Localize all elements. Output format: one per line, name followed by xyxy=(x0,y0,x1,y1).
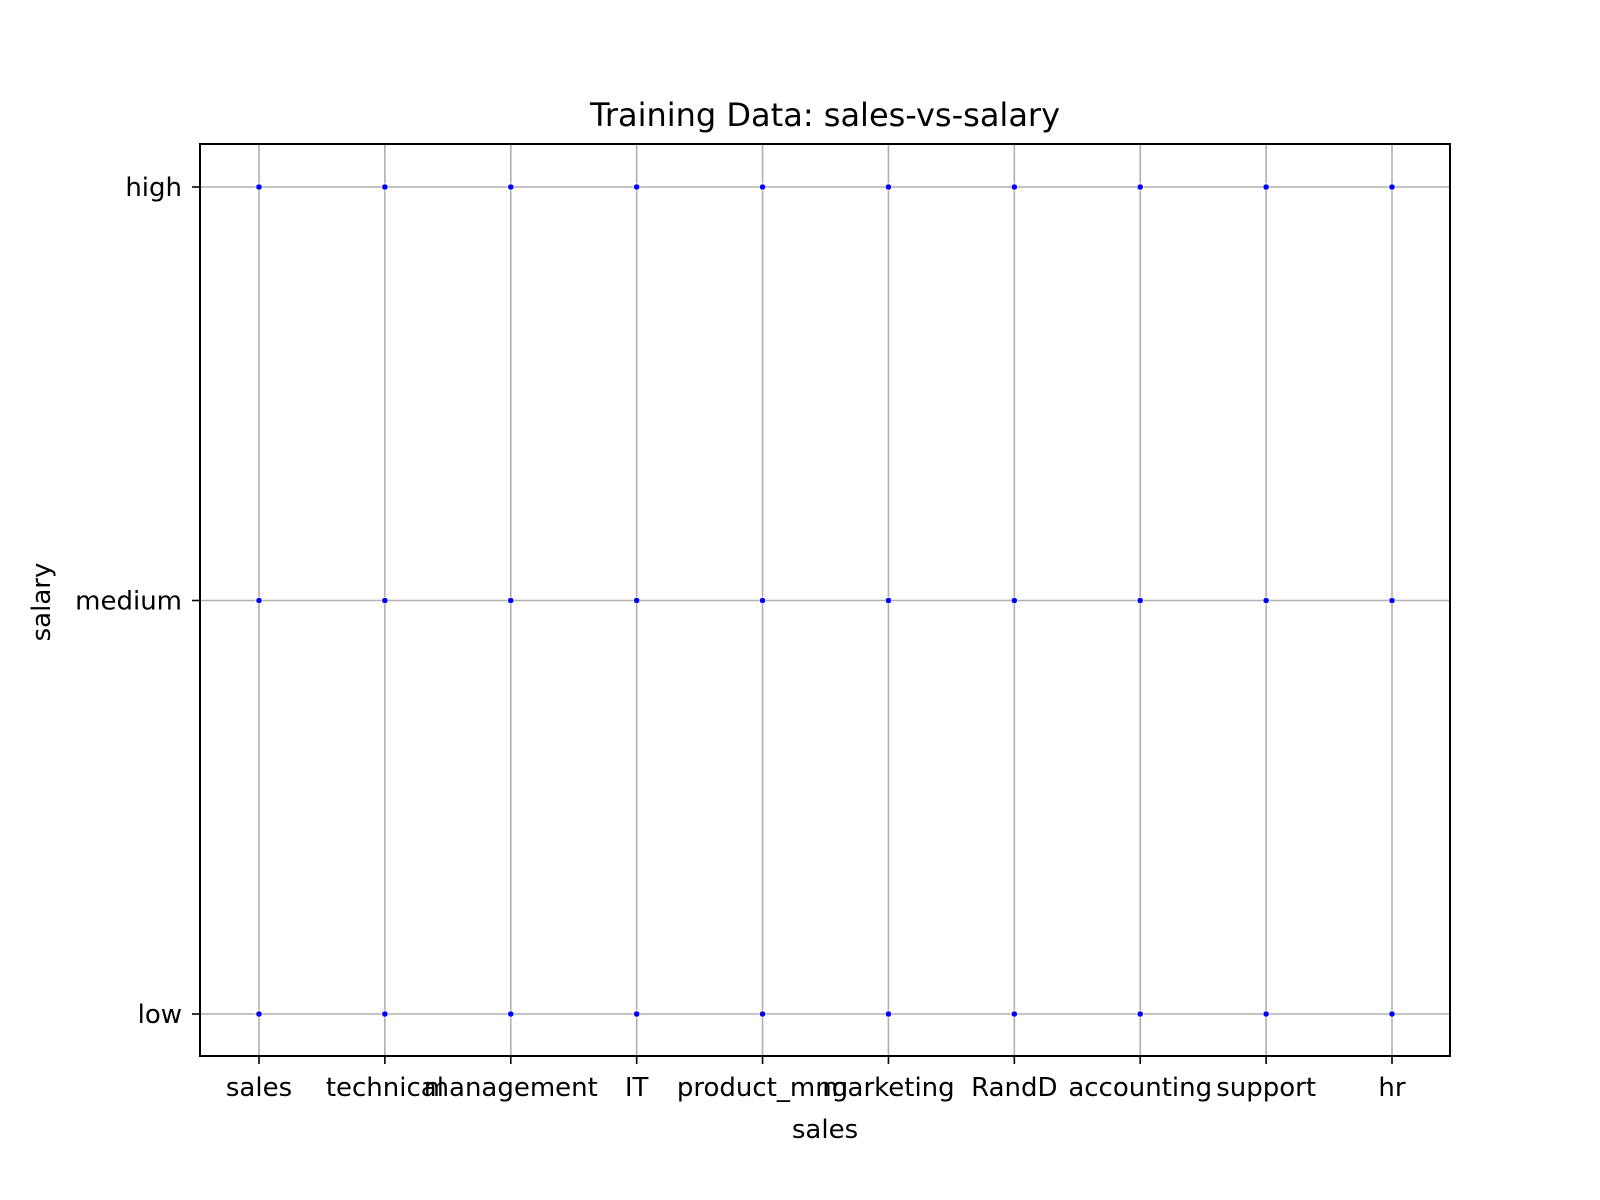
data-point xyxy=(1388,1010,1396,1018)
data-point xyxy=(1136,1010,1144,1018)
data-point xyxy=(507,183,515,191)
data-point xyxy=(507,596,515,605)
x-tick-label: sales xyxy=(226,1073,292,1103)
data-point xyxy=(758,596,767,605)
data-point xyxy=(1388,596,1396,605)
x-tick-label: marketing xyxy=(822,1073,954,1103)
data-point xyxy=(381,1010,389,1018)
data-point xyxy=(884,183,893,191)
data-point xyxy=(758,183,767,191)
data-point xyxy=(633,183,641,191)
data-point xyxy=(1136,183,1144,191)
data-point xyxy=(884,596,893,605)
data-point xyxy=(381,183,389,191)
x-tick-label: technical xyxy=(326,1073,444,1103)
data-point xyxy=(255,1010,263,1018)
data-point xyxy=(1010,183,1018,191)
x-tick-label: hr xyxy=(1378,1073,1405,1103)
data-point xyxy=(255,596,263,605)
data-point xyxy=(507,1010,515,1018)
y-tick-label: medium xyxy=(75,587,182,617)
data-point xyxy=(1262,183,1270,191)
data-point xyxy=(633,596,641,605)
x-tick-label: product_mng xyxy=(677,1073,848,1103)
data-point xyxy=(633,1010,641,1018)
x-tick-label: support xyxy=(1216,1073,1316,1103)
x-tick-label: management xyxy=(424,1073,598,1103)
data-point xyxy=(1262,596,1270,605)
data-point xyxy=(1388,183,1396,191)
x-tick-label: RandD xyxy=(971,1073,1057,1103)
y-tick-label: low xyxy=(138,1000,182,1030)
data-point xyxy=(758,1010,767,1018)
data-point xyxy=(884,1010,893,1018)
data-points xyxy=(255,183,1396,1018)
data-point xyxy=(381,596,389,605)
data-point xyxy=(255,183,263,191)
x-tick-label: accounting xyxy=(1068,1073,1212,1103)
data-point xyxy=(1010,1010,1018,1018)
y-axis-label: salary xyxy=(27,563,57,642)
data-point xyxy=(1010,596,1018,605)
chart-title: Training Data: sales-vs-salary xyxy=(589,96,1060,134)
data-point xyxy=(1262,1010,1270,1018)
x-axis-label: sales xyxy=(792,1115,858,1145)
y-tick-label: high xyxy=(125,173,182,203)
data-point xyxy=(1136,596,1144,605)
x-tick-label: IT xyxy=(625,1073,649,1103)
